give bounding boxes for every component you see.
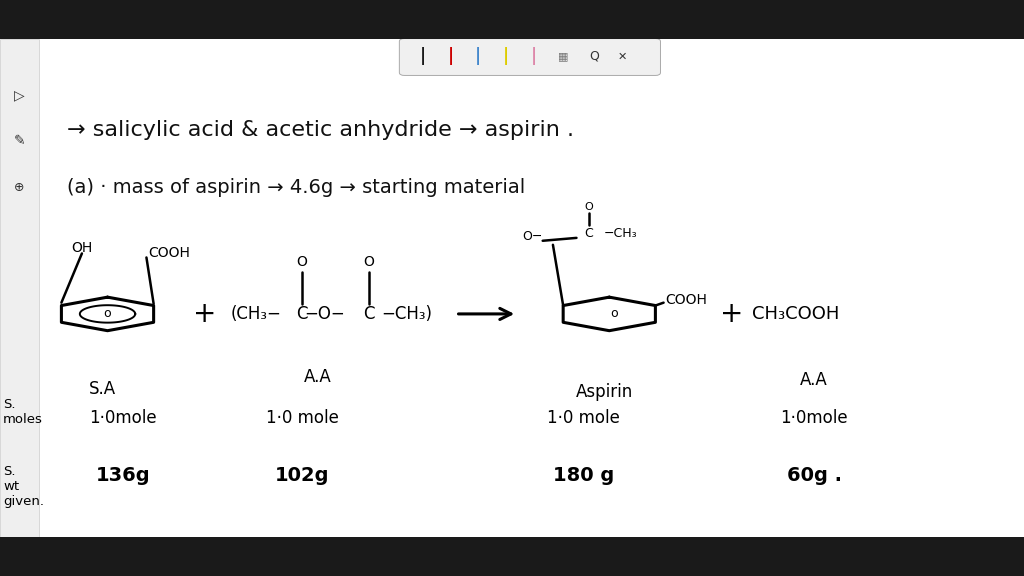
Text: 102g: 102g (274, 466, 330, 484)
Text: ✕: ✕ (617, 51, 628, 62)
Text: |: | (475, 47, 481, 66)
Text: C: C (585, 227, 593, 240)
Text: OH: OH (72, 241, 92, 255)
Text: O: O (585, 202, 593, 213)
Text: ⊖: ⊖ (890, 547, 898, 557)
Text: ⊕: ⊕ (933, 547, 941, 557)
Text: C: C (296, 305, 308, 323)
Text: |: | (530, 47, 537, 66)
Text: O: O (364, 255, 374, 269)
Text: (CH₃−: (CH₃− (230, 305, 282, 323)
Bar (0, 537, 1024, 576)
Text: ⊕: ⊕ (14, 181, 25, 194)
Text: |: | (503, 47, 509, 66)
Text: (a) · mass of aspirin → 4.6g → starting material: (a) · mass of aspirin → 4.6g → starting … (67, 178, 525, 196)
Text: CH₃COOH: CH₃COOH (752, 305, 839, 323)
Text: 1·0mole: 1·0mole (780, 408, 848, 427)
Text: S.
moles: S. moles (3, 398, 43, 426)
Text: O: O (297, 255, 307, 269)
Text: A.A: A.A (303, 368, 332, 386)
Text: ✎: ✎ (13, 134, 26, 148)
Text: o: o (610, 308, 618, 320)
Text: Aspirin: Aspirin (575, 382, 633, 401)
Bar (0, 39, 1024, 537)
Text: ▦: ▦ (558, 51, 568, 62)
Text: −CH₃: −CH₃ (604, 227, 638, 240)
Text: |: | (420, 47, 426, 66)
Text: 1·0mole: 1·0mole (89, 408, 157, 427)
Text: S.A: S.A (89, 380, 116, 398)
Text: −O−: −O− (304, 305, 345, 323)
Text: |: | (447, 47, 454, 66)
Text: 1·0 mole: 1·0 mole (265, 408, 339, 427)
Text: COOH: COOH (148, 247, 190, 260)
FancyBboxPatch shape (399, 39, 660, 75)
Text: 100%: 100% (900, 547, 929, 557)
Text: 1·0 mole: 1·0 mole (547, 408, 621, 427)
Text: +: + (194, 300, 216, 328)
Text: S.
wt
given.: S. wt given. (3, 465, 44, 508)
Text: 136g: 136g (95, 466, 151, 484)
Text: O−: O− (522, 230, 543, 242)
Text: COOH: COOH (666, 293, 708, 307)
Text: C: C (362, 305, 375, 323)
Text: → salicylic acid & acetic anhydride → aspirin .: → salicylic acid & acetic anhydride → as… (67, 120, 573, 139)
Text: o: o (103, 308, 112, 320)
Text: +: + (721, 300, 743, 328)
Text: ▷: ▷ (14, 88, 25, 102)
Text: ⊡: ⊡ (951, 547, 959, 557)
Bar (0, 39, 39, 537)
Bar (0, 0, 1024, 39)
Text: 180 g: 180 g (553, 466, 614, 484)
Text: A.A: A.A (800, 371, 828, 389)
Text: −CH₃): −CH₃) (381, 305, 432, 323)
Text: Q: Q (589, 50, 599, 63)
Text: 60g .: 60g . (786, 466, 842, 484)
